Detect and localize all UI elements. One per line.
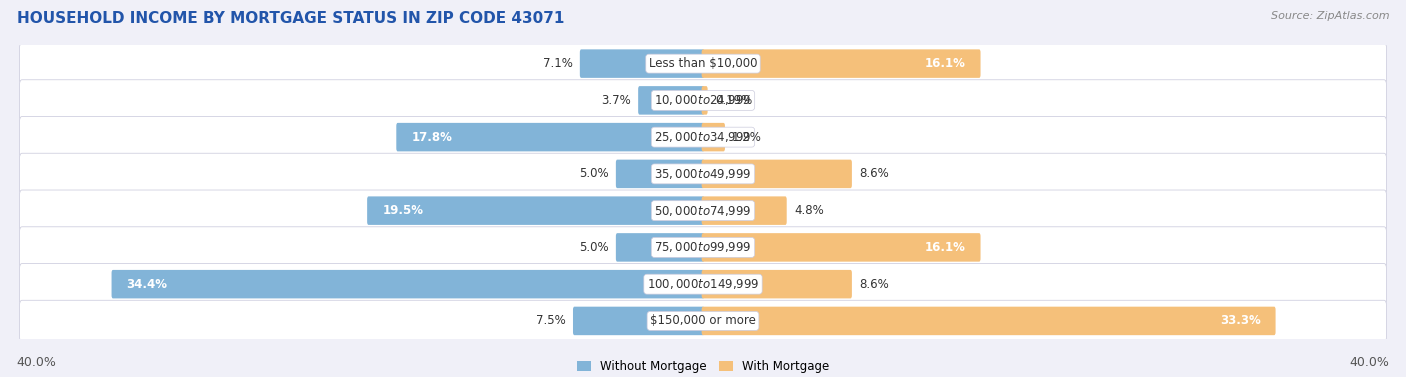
- Text: 8.6%: 8.6%: [859, 278, 889, 291]
- Text: 3.7%: 3.7%: [602, 94, 631, 107]
- FancyBboxPatch shape: [20, 227, 1386, 268]
- Text: 4.8%: 4.8%: [794, 204, 824, 217]
- FancyBboxPatch shape: [20, 153, 1386, 195]
- Text: 5.0%: 5.0%: [579, 241, 609, 254]
- Text: 19.5%: 19.5%: [382, 204, 423, 217]
- Text: 5.0%: 5.0%: [579, 167, 609, 180]
- FancyBboxPatch shape: [616, 159, 704, 188]
- FancyBboxPatch shape: [702, 86, 707, 115]
- FancyBboxPatch shape: [579, 49, 704, 78]
- Text: 1.2%: 1.2%: [733, 131, 762, 144]
- FancyBboxPatch shape: [111, 270, 704, 299]
- FancyBboxPatch shape: [20, 80, 1386, 121]
- FancyBboxPatch shape: [702, 307, 1275, 335]
- Text: $100,000 to $149,999: $100,000 to $149,999: [647, 277, 759, 291]
- FancyBboxPatch shape: [702, 159, 852, 188]
- Text: $10,000 to $24,999: $10,000 to $24,999: [654, 93, 752, 107]
- Text: 0.19%: 0.19%: [714, 94, 752, 107]
- Text: 40.0%: 40.0%: [1350, 357, 1389, 369]
- Text: 17.8%: 17.8%: [412, 131, 453, 144]
- FancyBboxPatch shape: [20, 264, 1386, 305]
- Text: $35,000 to $49,999: $35,000 to $49,999: [654, 167, 752, 181]
- Text: 16.1%: 16.1%: [925, 57, 966, 70]
- Legend: Without Mortgage, With Mortgage: Without Mortgage, With Mortgage: [572, 355, 834, 377]
- Text: $150,000 or more: $150,000 or more: [650, 314, 756, 327]
- FancyBboxPatch shape: [574, 307, 704, 335]
- Text: $75,000 to $99,999: $75,000 to $99,999: [654, 241, 752, 254]
- Text: 7.1%: 7.1%: [543, 57, 572, 70]
- FancyBboxPatch shape: [702, 123, 725, 152]
- Text: HOUSEHOLD INCOME BY MORTGAGE STATUS IN ZIP CODE 43071: HOUSEHOLD INCOME BY MORTGAGE STATUS IN Z…: [17, 11, 564, 26]
- Text: $50,000 to $74,999: $50,000 to $74,999: [654, 204, 752, 218]
- FancyBboxPatch shape: [20, 116, 1386, 158]
- FancyBboxPatch shape: [702, 233, 980, 262]
- FancyBboxPatch shape: [20, 300, 1386, 342]
- Text: 8.6%: 8.6%: [859, 167, 889, 180]
- FancyBboxPatch shape: [396, 123, 704, 152]
- Text: $25,000 to $34,999: $25,000 to $34,999: [654, 130, 752, 144]
- FancyBboxPatch shape: [638, 86, 704, 115]
- FancyBboxPatch shape: [616, 233, 704, 262]
- FancyBboxPatch shape: [702, 196, 787, 225]
- Text: 40.0%: 40.0%: [17, 357, 56, 369]
- FancyBboxPatch shape: [702, 49, 980, 78]
- Text: Less than $10,000: Less than $10,000: [648, 57, 758, 70]
- Text: 33.3%: 33.3%: [1220, 314, 1260, 327]
- FancyBboxPatch shape: [20, 43, 1386, 84]
- FancyBboxPatch shape: [367, 196, 704, 225]
- FancyBboxPatch shape: [20, 190, 1386, 231]
- FancyBboxPatch shape: [702, 270, 852, 299]
- Text: Source: ZipAtlas.com: Source: ZipAtlas.com: [1271, 11, 1389, 21]
- Text: 7.5%: 7.5%: [536, 314, 565, 327]
- Text: 34.4%: 34.4%: [127, 278, 167, 291]
- Text: 16.1%: 16.1%: [925, 241, 966, 254]
